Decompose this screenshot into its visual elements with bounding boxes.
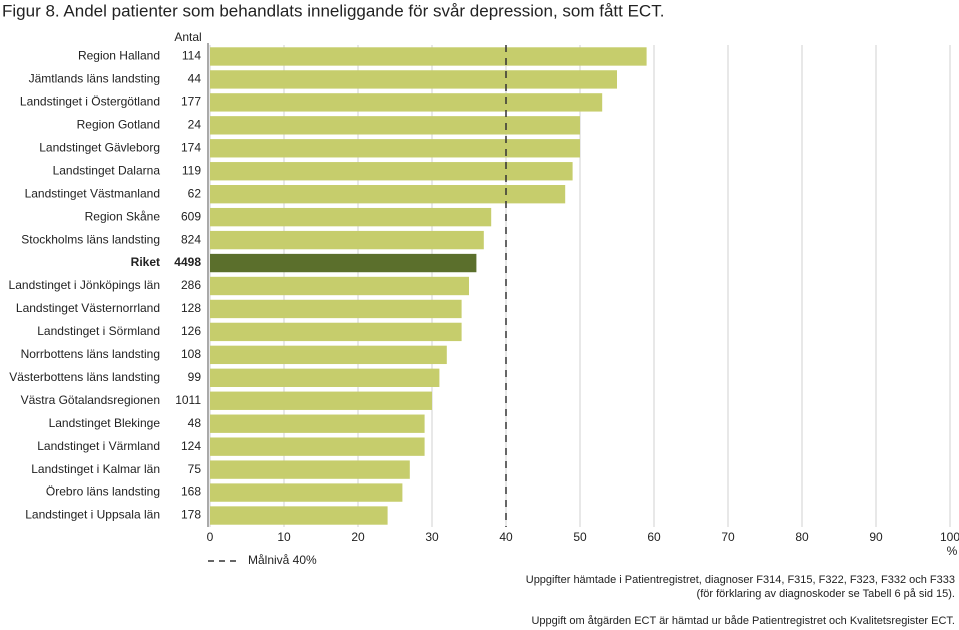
bar — [210, 139, 580, 158]
category-label: Stockholms läns landsting — [21, 232, 160, 246]
bar — [210, 70, 617, 89]
count-label: 126 — [181, 324, 201, 338]
bar — [210, 345, 447, 365]
bar — [210, 506, 388, 525]
count-label: 62 — [188, 186, 202, 200]
count-label: 75 — [188, 462, 202, 476]
category-label: Landstinget i Sörmland — [37, 324, 160, 338]
category-label: Region Halland — [78, 49, 160, 63]
category-label: Jämtlands läns landsting — [29, 72, 160, 86]
category-label: Region Skåne — [85, 209, 161, 223]
bar — [210, 483, 403, 502]
bar — [210, 230, 484, 250]
category-label: Landstinget i Östergötland — [20, 95, 160, 109]
count-label: 178 — [181, 508, 201, 522]
category-label: Riket — [131, 255, 160, 269]
bar — [210, 437, 425, 456]
note: (för förklaring av diagnoskoder se Tabel… — [697, 588, 955, 600]
x-tick-label: 30 — [425, 530, 439, 544]
bar — [210, 93, 603, 112]
category-label: Landstinget i Jönköpings län — [9, 278, 160, 292]
category-label: Landstinget i Kalmar län — [31, 462, 160, 476]
x-tick-label: 70 — [721, 530, 735, 544]
legend-label: Målnivå 40% — [248, 553, 317, 567]
category-label: Landstinget Gävleborg — [39, 140, 160, 154]
count-label: 168 — [181, 485, 201, 499]
count-label: 1011 — [175, 393, 201, 407]
category-label: Region Gotland — [77, 118, 160, 132]
count-label: 609 — [181, 209, 201, 223]
count-label: 4498 — [174, 255, 201, 269]
count-label: 24 — [188, 118, 202, 132]
x-tick-label: 80 — [795, 530, 809, 544]
count-label: 177 — [181, 95, 201, 109]
count-label: 114 — [182, 49, 201, 63]
count-label: 44 — [188, 72, 202, 86]
category-label: Landstinget Västernorrland — [16, 301, 160, 315]
x-tick-label: 0 — [207, 530, 214, 544]
chart-title: Figur 8. Andel patienter som behandlats … — [2, 1, 664, 20]
count-label: 286 — [181, 278, 201, 292]
bar — [210, 414, 425, 433]
count-label: 99 — [188, 370, 202, 384]
bar — [210, 253, 477, 273]
bar — [210, 162, 573, 181]
count-label: 128 — [181, 301, 201, 315]
category-label: Landstinget Västmanland — [25, 186, 160, 200]
count-label: 108 — [181, 347, 201, 361]
count-header: Antal — [174, 30, 201, 44]
bar — [210, 207, 492, 227]
category-label: Örebro läns landsting — [46, 485, 160, 499]
count-label: 119 — [182, 163, 201, 177]
category-label: Landstinget i Uppsala län — [25, 508, 160, 522]
count-label: 824 — [181, 232, 201, 246]
count-label: 174 — [181, 140, 201, 154]
count-label: 124 — [181, 439, 201, 453]
bar — [210, 368, 440, 387]
x-axis-label: % — [947, 544, 958, 558]
bar — [210, 391, 432, 410]
category-label: Västerbottens läns landsting — [9, 370, 160, 384]
x-tick-label: 10 — [277, 530, 291, 544]
note: Uppgift om åtgärden ECT är hämtad ur båd… — [531, 615, 955, 627]
bar — [210, 460, 410, 479]
category-label: Västra Götalandsregionen — [21, 393, 160, 407]
note: Uppgifter hämtade i Patientregistret, di… — [526, 574, 955, 586]
bar — [210, 276, 469, 296]
bar — [210, 116, 580, 135]
category-label: Landstinget Blekinge — [49, 416, 161, 430]
x-tick-label: 50 — [573, 530, 587, 544]
bar — [210, 47, 647, 66]
x-tick-label: 90 — [869, 530, 883, 544]
bar — [210, 299, 462, 319]
category-label: Norrbottens läns landsting — [21, 347, 160, 361]
bar — [210, 322, 462, 342]
bar — [210, 185, 566, 204]
x-tick-label: 20 — [351, 530, 365, 544]
category-label: Landstinget i Värmland — [37, 439, 160, 453]
x-tick-label: 100 — [940, 530, 959, 544]
count-label: 48 — [188, 416, 202, 430]
x-tick-label: 40 — [499, 530, 513, 544]
category-label: Landstinget Dalarna — [53, 163, 161, 177]
x-tick-label: 60 — [647, 530, 661, 544]
